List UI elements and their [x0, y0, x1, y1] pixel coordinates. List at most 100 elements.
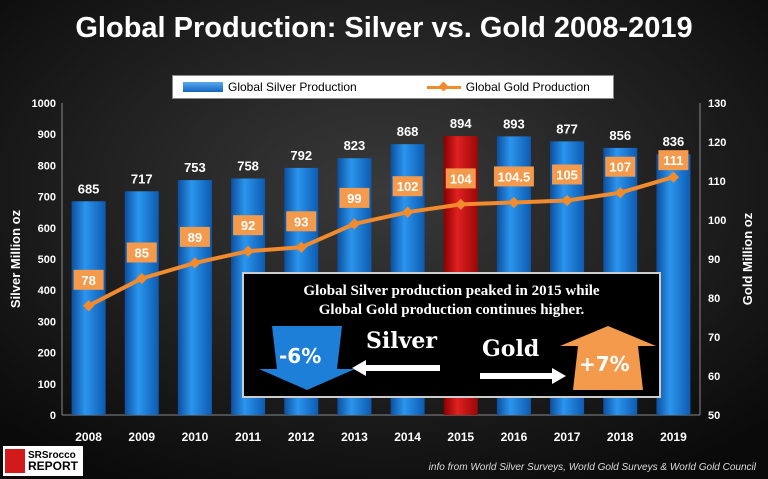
- bar-label-2019: 836: [663, 134, 685, 149]
- gold-label-2019: 111: [663, 153, 683, 168]
- legend-silver-label: Global Silver Production: [228, 80, 357, 94]
- y-tick-label: 1000: [32, 98, 56, 110]
- gold-line: [87, 175, 674, 308]
- y2-tick-label: 100: [708, 215, 726, 227]
- gold-point-2009: [136, 272, 148, 285]
- gold-label-2009: 85: [135, 246, 149, 261]
- bar-label-2008: 685: [78, 181, 100, 196]
- chart-title: Global Production: Silver vs. Gold 2008-…: [75, 12, 693, 44]
- gold-label-2012: 93: [294, 214, 308, 229]
- bar-label-2012: 792: [290, 148, 312, 163]
- silver-label: Silver: [366, 328, 437, 354]
- x-tick-label: 2019: [660, 430, 687, 444]
- gold-point-2011: [242, 245, 254, 257]
- gold-label-box-2017: [552, 164, 583, 185]
- x-tick-label: 2016: [501, 430, 528, 444]
- gold-label-box-2008: [73, 269, 104, 290]
- y-axis-label: Silver Million oz: [8, 209, 23, 308]
- y-tick-label: 200: [38, 348, 56, 360]
- bar-label-2015: 894: [450, 116, 472, 131]
- y-tick-label: 500: [38, 254, 56, 266]
- y-tick-label: 900: [38, 129, 56, 141]
- gold-label-box-2010: [179, 226, 210, 247]
- gold-label-2017: 105: [556, 168, 578, 183]
- gold-change: +7%: [579, 352, 630, 376]
- annotation-line1: Global Silver production peaked in 2015 …: [303, 283, 600, 299]
- logo-line2: REPORT: [28, 459, 79, 473]
- bar-2009: [124, 191, 159, 415]
- y2-tick-label: 70: [708, 332, 720, 344]
- bar-label-2010: 753: [184, 160, 206, 175]
- bar-label-2017: 877: [556, 121, 578, 136]
- gold-label-box-2015: [445, 168, 476, 189]
- logo-mark: [5, 449, 25, 473]
- gold-point-2018: [614, 187, 626, 199]
- gold-point-2012: [295, 241, 307, 253]
- x-tick-label: 2008: [75, 430, 102, 444]
- logo-text: SRSrocco REPORT: [28, 450, 78, 472]
- legend-gold: Global Gold Production: [426, 80, 590, 94]
- source-note: info from World Silver Surveys, World Go…: [428, 462, 756, 473]
- up-arrow-icon: [560, 326, 656, 390]
- x-tick-label: 2013: [341, 430, 368, 444]
- bar-label-2013: 823: [344, 138, 366, 153]
- annotation-line2: Global Gold production continues higher.: [318, 302, 585, 318]
- x-tick-label: 2011: [235, 430, 261, 444]
- y2-tick-label: 50: [708, 410, 720, 422]
- legend-silver: Global Silver Production: [183, 80, 357, 94]
- bar-label-2018: 856: [609, 128, 631, 143]
- legend-line-swatch: [426, 85, 461, 89]
- y-tick-label: 700: [38, 192, 56, 204]
- silver-change: -6%: [279, 344, 322, 368]
- gold-point-2013: [348, 218, 361, 230]
- logo-line1: SRSrocco: [28, 450, 76, 461]
- gold-point-2015: [455, 198, 467, 211]
- gold-label-box-2012: [286, 211, 317, 232]
- gold-point-2019: [667, 171, 680, 183]
- gold-label-2008: 78: [81, 273, 95, 288]
- gold-label-2016: 104.5: [498, 169, 531, 184]
- x-tick-label: 2010: [182, 430, 209, 444]
- gold-label-2011: 92: [241, 218, 255, 233]
- x-tick-label: 2018: [607, 430, 634, 444]
- bar-label-2011: 758: [237, 159, 259, 174]
- y-tick-label: 0: [50, 410, 56, 422]
- gold-label-2014: 102: [397, 179, 419, 194]
- down-arrow-icon: [259, 326, 355, 390]
- y2-tick-label: 130: [708, 98, 726, 110]
- y2-tick-label: 90: [708, 254, 720, 266]
- annotation-text: Global Silver production peaked in 2015 …: [244, 282, 659, 320]
- x-tick-label: 2014: [394, 430, 421, 444]
- bar-label-2009: 717: [131, 171, 153, 186]
- y2-tick-label: 80: [708, 293, 720, 305]
- gold-point-2017: [561, 194, 573, 207]
- annotation-box: Global Silver production peaked in 2015 …: [242, 272, 661, 398]
- gold-label-box-2011: [233, 215, 264, 236]
- gold-label-2015: 104: [450, 171, 472, 186]
- y2-tick-label: 120: [708, 137, 726, 149]
- bar-label-2014: 868: [397, 124, 419, 139]
- gold-label-2010: 89: [188, 230, 202, 245]
- gold-label-box-2014: [392, 176, 423, 197]
- x-tick-label: 2012: [288, 430, 315, 444]
- gold-label-box-2019: [658, 150, 689, 171]
- gold-label-box-2013: [339, 187, 370, 208]
- y2-tick-label: 60: [708, 371, 720, 383]
- bar-label-2016: 893: [503, 116, 525, 131]
- gold-label-2013: 99: [347, 191, 361, 206]
- y-tick-label: 100: [38, 379, 56, 391]
- y-tick-label: 300: [38, 316, 56, 328]
- gold-label-box-2018: [605, 156, 636, 177]
- y-tick-label: 800: [38, 160, 56, 172]
- gold-label-2018: 107: [609, 160, 631, 175]
- y2-axis-label: Gold Million oz: [740, 212, 755, 305]
- gold-label-box-2009: [126, 242, 157, 263]
- y2-tick-label: 110: [708, 176, 726, 188]
- gold-point-2010: [189, 257, 201, 269]
- gold-label: Gold: [482, 336, 540, 362]
- gold-point-2014: [401, 206, 414, 218]
- bar-2010: [177, 180, 212, 415]
- x-tick-label: 2009: [128, 430, 155, 444]
